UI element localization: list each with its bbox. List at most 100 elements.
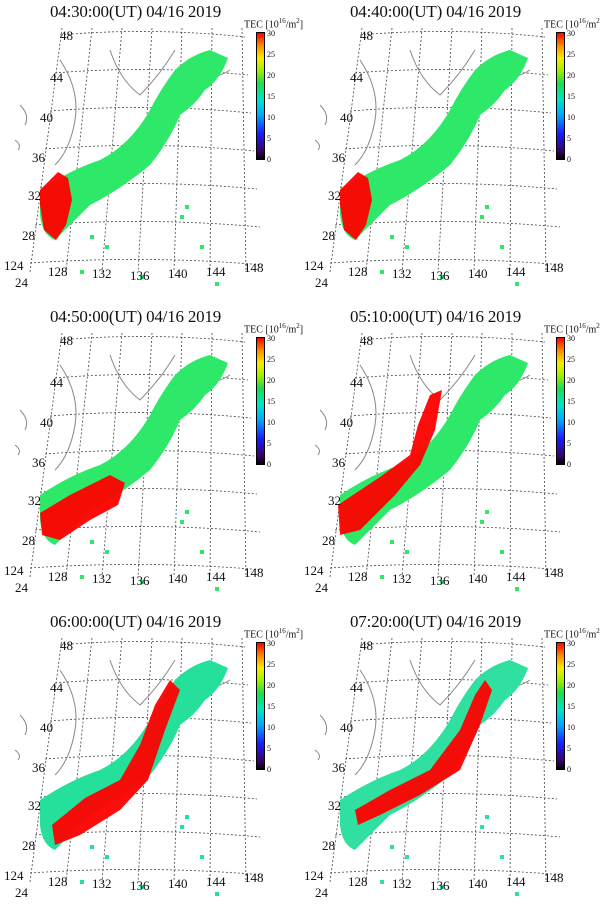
longitude-label: 124 — [4, 258, 24, 273]
colorbar-tick: 20 — [567, 71, 575, 80]
station-dot — [485, 510, 489, 514]
longitude-label: 132 — [392, 571, 412, 586]
colorbar-unit-exp: 16 — [278, 17, 286, 25]
colorbar-unit-sq: 2 — [296, 17, 300, 25]
colorbar-tick: 30 — [567, 29, 575, 38]
colorbar-tick: 5 — [567, 134, 571, 143]
station-dot — [500, 855, 504, 859]
colorbar — [556, 337, 565, 465]
latitude-label: 44 — [350, 70, 363, 85]
colorbar-tick: 10 — [567, 418, 575, 427]
latitude-label: 40 — [40, 110, 53, 125]
latitude-label: 44 — [50, 70, 63, 85]
latitude-label: 44 — [50, 680, 63, 695]
longitude-label: 128 — [348, 569, 368, 584]
colorbar-label: TEC — [244, 19, 263, 31]
map-canvas — [314, 332, 564, 591]
map-canvas — [14, 332, 264, 591]
colorbar-tick: 20 — [267, 681, 275, 690]
latitude-label: 40 — [40, 720, 53, 735]
latitude-label: 36 — [332, 455, 345, 470]
colorbar-tick: 15 — [567, 92, 575, 101]
longitude-label: 140 — [168, 571, 188, 586]
coastline — [14, 354, 231, 471]
coastline — [314, 49, 531, 166]
latitude-label: 48 — [60, 28, 73, 43]
panel-title: 04:30:00(UT) 04/16 2019 — [50, 2, 222, 21]
colorbar — [256, 337, 265, 465]
station-dot — [185, 510, 189, 514]
colorbar-tick: 25 — [267, 355, 275, 364]
colorbar-tick: 0 — [267, 765, 271, 774]
longitude-label: 148 — [244, 565, 264, 580]
station-dot — [80, 270, 84, 274]
tec-enhancement-region — [40, 172, 72, 240]
station-dot — [185, 205, 189, 209]
station-dot — [515, 892, 519, 896]
latitude-label: 36 — [32, 455, 45, 470]
colorbar-tick: 30 — [567, 334, 575, 343]
longitude-label: 136 — [430, 268, 450, 283]
latitude-label: 48 — [360, 28, 373, 43]
colorbar — [556, 642, 565, 770]
longitude-label: 144 — [206, 264, 226, 279]
station-dot — [380, 880, 384, 884]
coastline — [14, 49, 231, 166]
latitude-label: 40 — [40, 415, 53, 430]
station-dot — [440, 885, 444, 889]
station-dot — [500, 245, 504, 249]
station-dot — [390, 540, 394, 544]
latitude-label: 36 — [32, 760, 45, 775]
colorbar-tick: 15 — [267, 92, 275, 101]
longitude-label: 140 — [468, 266, 488, 281]
colorbar-tick: 20 — [567, 681, 575, 690]
longitude-label: 124 — [304, 868, 324, 883]
colorbar-tick: 5 — [267, 439, 271, 448]
latitude-label: 40 — [340, 110, 353, 125]
coastline — [14, 659, 231, 776]
longitude-label: 144 — [506, 569, 526, 584]
longitude-label: 132 — [92, 571, 112, 586]
tec-enhancement-region — [40, 475, 125, 540]
longitude-label: 124 — [304, 563, 324, 578]
station-dot — [105, 855, 109, 859]
latitude-label: 44 — [350, 680, 363, 695]
longitude-label: 144 — [506, 874, 526, 889]
colorbar-unit-base: 10 — [268, 629, 279, 641]
station-dot — [180, 520, 184, 524]
map-canvas — [314, 637, 564, 896]
longitude-label: 140 — [168, 266, 188, 281]
colorbar-label: TEC — [244, 324, 263, 336]
tec-map-panel: 04:30:00(UT) 04/16 2019 48 44 40 36 32 28 24 124… — [0, 0, 303, 305]
colorbar-tick: 30 — [567, 639, 575, 648]
colorbar — [556, 32, 565, 160]
latitude-label: 44 — [50, 375, 63, 390]
tec-map-panel: 04:40:00(UT) 04/16 2019 48 44 40 36 32 28 24 124… — [300, 0, 600, 305]
station-dot — [440, 580, 444, 584]
tec-enhancement-region — [355, 680, 492, 825]
latitude-label: 40 — [340, 415, 353, 430]
longitude-label: 148 — [544, 260, 564, 275]
map-canvas — [314, 27, 564, 286]
colorbar-tick: 25 — [567, 50, 575, 59]
latitude-label: 48 — [360, 333, 373, 348]
station-dot — [405, 550, 409, 554]
longitude-label: 128 — [348, 264, 368, 279]
station-dot — [215, 587, 219, 591]
station-dot — [80, 575, 84, 579]
latitude-label: 32 — [328, 188, 341, 203]
longitude-label: 132 — [392, 876, 412, 891]
latitude-label: 48 — [60, 333, 73, 348]
tec-land-area — [340, 50, 528, 240]
latitude-label: 36 — [332, 150, 345, 165]
station-dot — [200, 245, 204, 249]
station-dot — [105, 245, 109, 249]
station-dot — [200, 550, 204, 554]
panel-title: 05:10:00(UT) 04/16 2019 — [350, 307, 522, 326]
station-dot — [480, 520, 484, 524]
longitude-label: 124 — [4, 868, 24, 883]
tec-enhancement-region — [340, 172, 372, 240]
colorbar-tick: 10 — [567, 113, 575, 122]
colorbar-tick: 0 — [567, 765, 571, 774]
